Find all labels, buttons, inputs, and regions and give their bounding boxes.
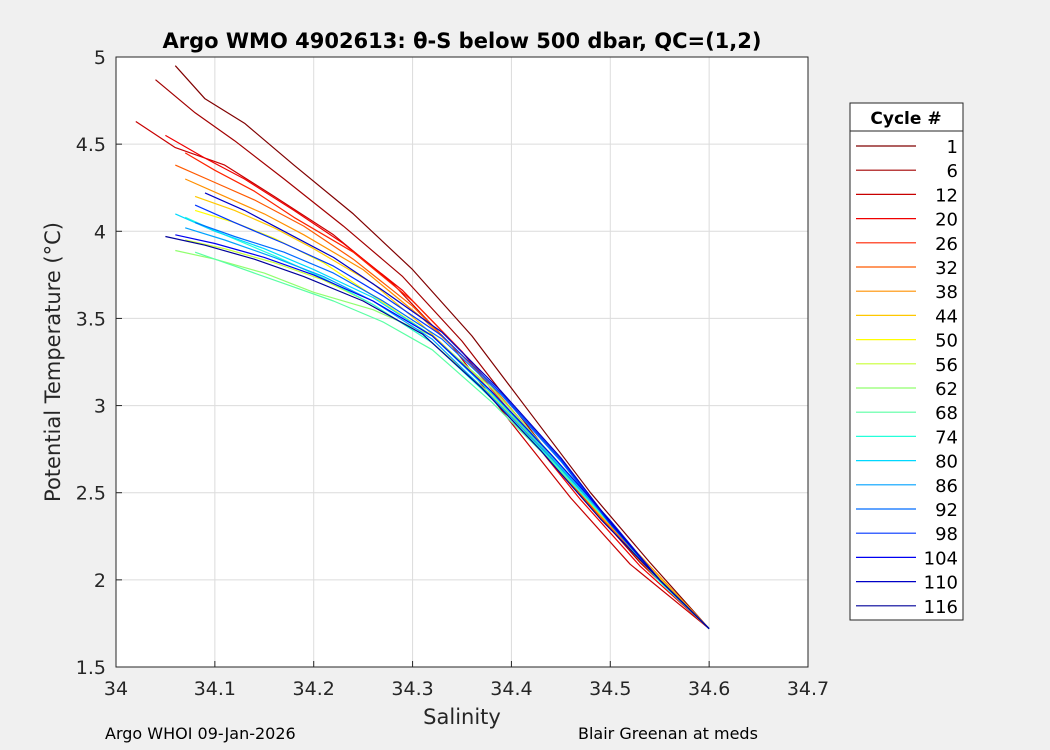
legend-label: 74 [935,427,958,448]
x-tick-label: 34.3 [391,678,433,700]
footer-right-text: Blair Greenan at meds [578,724,758,743]
legend-box [849,102,964,621]
legend-label: 98 [935,524,958,545]
x-tick-label: 34.2 [293,678,335,700]
legend-label: 86 [935,476,958,497]
series-line-cycle-110 [204,192,710,630]
legend: Cycle # 1 6 12 20 26 32 38 44 50 56 62 68 74 80 86 92 98… [849,102,964,621]
legend-label: 50 [935,331,958,352]
y-tick-label: 2.5 [76,483,106,505]
grid [116,57,808,667]
legend-label: 20 [935,210,958,231]
x-tick-label: 34.7 [787,678,829,700]
ticks: 34 34.1 34.2 34.3 34.4 34.5 34.6 34.7 1.5 2 2.5 3 3.… [76,47,829,700]
series-line-cycle-20 [165,134,710,630]
plot-frame [115,56,809,668]
legend-label: 56 [935,355,958,376]
legend-label: 62 [935,379,958,400]
legend-label: 104 [924,548,958,569]
legend-label: 80 [935,452,958,473]
legend-label: 68 [935,403,958,424]
y-tick-label: 3 [94,396,106,418]
y-tick-label: 4.5 [76,134,106,156]
y-tick-label: 4 [94,221,106,243]
legend-label: 38 [935,282,958,303]
legend-label: 1 [947,137,958,158]
legend-label: 6 [947,161,958,182]
y-tick-label: 1.5 [76,657,106,679]
y-axis-label: Potential Temperature (°C) [41,222,65,502]
legend-label: 12 [935,185,958,206]
x-axis-label: Salinity [423,705,501,729]
series-lines [135,65,710,630]
series-line-cycle-98 [194,204,710,630]
y-tick-label: 3.5 [76,308,106,330]
series-line-cycle-1 [174,65,710,630]
legend-label: 116 [924,597,958,618]
x-tick-label: 34.5 [589,678,631,700]
x-tick-label: 34.6 [688,678,730,700]
x-tick-label: 34 [104,678,128,700]
x-tick-label: 34.1 [194,678,236,700]
legend-label: 32 [935,258,958,279]
legend-label: 26 [935,234,958,255]
series-line-cycle-32 [175,164,710,630]
legend-label: 44 [935,306,958,327]
legend-label: 92 [935,500,958,521]
footer-left-text: Argo WHOI 09-Jan-2026 [105,724,296,743]
legend-title: Cycle # [870,109,941,129]
y-tick-label: 5 [94,47,106,69]
series-line-cycle-104 [175,234,710,630]
series-line-cycle-116 [165,235,710,630]
legend-items: 1 6 12 20 26 32 38 44 50 56 62 68 74 80 86 92 98 104 110 11… [856,137,958,618]
legend-label: 110 [924,573,958,594]
x-tick-label: 34.4 [490,678,532,700]
y-tick-label: 2 [94,570,106,592]
chart-title: Argo WMO 4902613: θ-S below 500 dbar, QC… [163,29,762,53]
